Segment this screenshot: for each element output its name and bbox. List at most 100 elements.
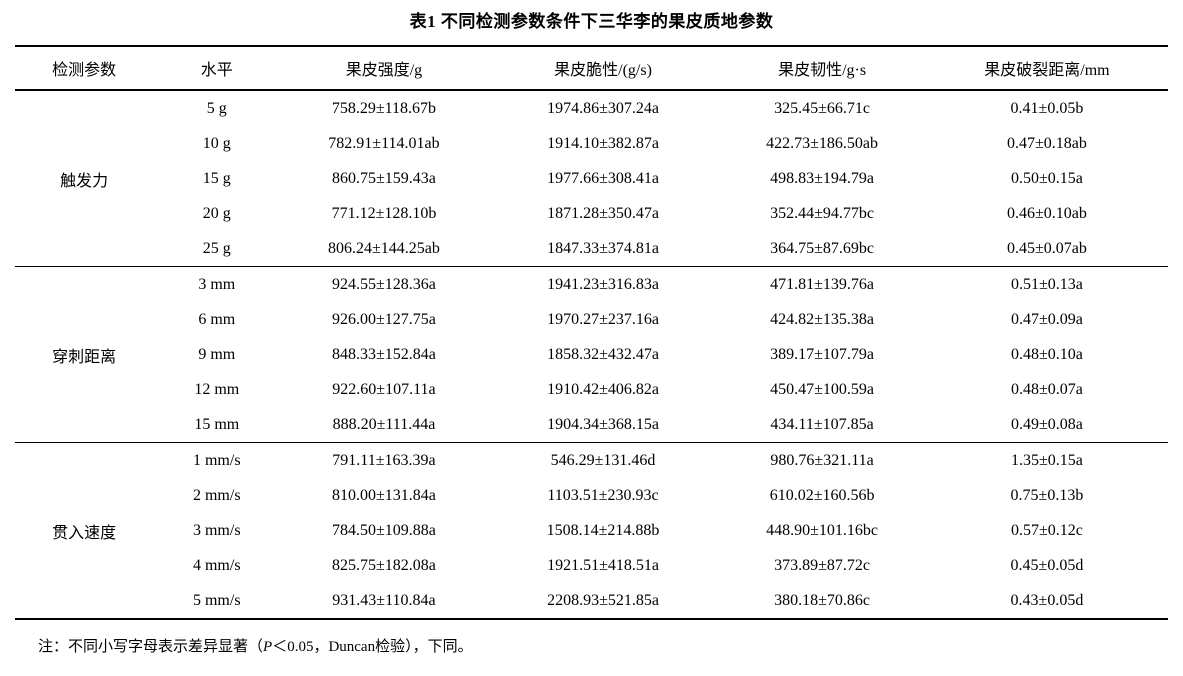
table-row: 穿刺距离 3 mm 924.55±128.36a 1941.23±316.83a… (15, 266, 1168, 443)
cell-skin-toughness: 373.89±87.72c (774, 556, 871, 574)
cell-skin-toughness: 325.45±66.71c (774, 99, 871, 117)
cell-skin-strength: 931.43±110.84a (332, 591, 436, 609)
cell-skin-rupture-distance: 0.75±0.13b (1010, 486, 1084, 504)
cell-skin-strength: 758.29±118.67b (331, 99, 437, 117)
cell-skin-toughness: 471.81±139.76a (718, 266, 926, 302)
cell-skin-rupture-distance: 0.46±0.10ab (1006, 204, 1087, 222)
table-row: 15 g 860.75±159.43a 1977.66±308.41a 498.… (15, 161, 1168, 196)
cell-skin-toughness: 980.76±321.11a (718, 442, 926, 478)
cell-skin-brittleness: 1910.42±406.82a (547, 380, 659, 398)
header-skin-rupture-distance: 果皮破裂距离/mm (925, 46, 1168, 91)
cell-skin-strength: 860.75±159.43a (332, 169, 436, 187)
group-label-trigger-force: 触发力 (60, 172, 109, 190)
cell-skin-brittleness: 1941.23±316.83a (487, 266, 719, 302)
cell-skin-brittleness: 1974.86±307.24a (547, 99, 659, 117)
footnote-text-after: ＜0.05，Duncan检验），下同。 (272, 639, 473, 655)
table-row: 2 mm/s 810.00±131.84a 1103.51±230.93c 61… (15, 478, 1168, 513)
cell-skin-toughness: 434.11±107.85a (770, 415, 874, 433)
cell-level: 5 g (206, 99, 227, 117)
cell-skin-rupture-distance: 0.48±0.10a (1010, 345, 1083, 363)
cell-level: 12 mm (194, 380, 240, 398)
cell-level: 1 mm/s (153, 442, 281, 478)
table-body: 触发力 5 g 758.29±118.67b 1974.86±307.24a 3… (15, 90, 1168, 619)
cell-skin-strength: 888.20±111.44a (332, 415, 436, 433)
table-row: 触发力 5 g 758.29±118.67b 1974.86±307.24a 3… (15, 90, 1168, 190)
cell-skin-toughness: 364.75±87.69bc (770, 239, 875, 257)
cell-skin-toughness: 380.18±70.86c (774, 591, 871, 609)
cell-level: 15 g (202, 169, 231, 187)
cell-level: 10 g (202, 134, 231, 152)
cell-level: 3 mm (153, 266, 281, 302)
cell-skin-brittleness: 1871.28±350.47a (547, 204, 659, 222)
cell-skin-rupture-distance: 0.41±0.05b (1010, 99, 1084, 117)
cell-skin-toughness: 610.02±160.56b (769, 486, 875, 504)
cell-skin-strength: 782.91±114.01ab (328, 134, 440, 152)
cell-skin-toughness: 450.47±100.59a (770, 380, 875, 398)
cell-skin-brittleness: 546.29±131.46d (487, 442, 719, 478)
cell-skin-rupture-distance: 0.47±0.18ab (1006, 134, 1087, 152)
table-row: 4 mm/s 825.75±182.08a 1921.51±418.51a 37… (15, 548, 1168, 583)
header-level: 水平 (153, 46, 281, 91)
cell-skin-brittleness: 1970.27±237.16a (547, 310, 659, 328)
cell-skin-strength: 791.11±163.39a (280, 442, 488, 478)
cell-level: 6 mm (198, 310, 236, 328)
cell-skin-strength: 771.12±128.10b (331, 204, 437, 222)
cell-skin-toughness: 448.90±101.16bc (766, 521, 879, 539)
table-row: 20 g 771.12±128.10b 1871.28±350.47a 352.… (15, 196, 1168, 231)
cell-skin-rupture-distance: 1.35±0.15a (925, 442, 1168, 478)
cell-skin-toughness: 424.82±135.38a (770, 310, 875, 328)
data-table: 检测参数 水平 果皮强度/g 果皮脆性/(g/s) 果皮韧性/g·s 果皮破裂距… (15, 45, 1168, 620)
cell-level: 9 mm (198, 345, 236, 363)
cell-skin-rupture-distance: 0.45±0.05d (1010, 556, 1084, 574)
header-skin-brittleness: 果皮脆性/(g/s) (487, 46, 719, 91)
cell-skin-rupture-distance: 0.49±0.08a (1010, 415, 1083, 433)
cell-skin-strength: 926.00±127.75a (332, 310, 436, 328)
cell-level: 5 mm/s (192, 591, 241, 609)
cell-skin-toughness: 389.17±107.79a (770, 345, 875, 363)
cell-skin-strength: 924.55±128.36a (280, 266, 488, 302)
footnote-text-before: 注：不同小写字母表示差异显著（ (38, 639, 264, 655)
cell-skin-rupture-distance: 0.51±0.13a (925, 266, 1168, 302)
table-row: 9 mm 848.33±152.84a 1858.32±432.47a 389.… (15, 337, 1168, 372)
table-footnote: 注：不同小写字母表示差异显著（P＜0.05，Duncan检验），下同。 (38, 635, 1183, 656)
header-skin-strength: 果皮强度/g (280, 46, 488, 91)
cell-skin-rupture-distance: 0.48±0.07a (1010, 380, 1083, 398)
table-row: 5 mm/s 931.43±110.84a 2208.93±521.85a 38… (15, 583, 1168, 619)
header-skin-toughness: 果皮韧性/g·s (718, 46, 926, 91)
cell-skin-rupture-distance: 0.43±0.05d (1010, 591, 1084, 609)
cell-skin-brittleness: 1977.66±308.41a (547, 169, 659, 187)
group-label-puncture-distance: 穿刺距离 (15, 266, 154, 443)
table-row: 12 mm 922.60±107.11a 1910.42±406.82a 450… (15, 372, 1168, 407)
cell-skin-brittleness: 1904.34±368.15a (547, 415, 659, 433)
table-row: 25 g 806.24±144.25ab 1847.33±374.81a 364… (15, 231, 1168, 267)
cell-skin-toughness: 498.83±194.79a (770, 169, 875, 187)
cell-skin-strength: 922.60±107.11a (332, 380, 436, 398)
cell-level: 25 g (202, 239, 231, 257)
table-row: 3 mm/s 784.50±109.88a 1508.14±214.88b 44… (15, 513, 1168, 548)
header-detection-parameter: 检测参数 (15, 46, 154, 91)
table-row: 6 mm 926.00±127.75a 1970.27±237.16a 424.… (15, 302, 1168, 337)
cell-skin-brittleness: 1858.32±432.47a (547, 345, 659, 363)
cell-skin-toughness: 352.44±94.77bc (770, 204, 875, 222)
cell-level: 15 mm (194, 415, 240, 433)
cell-level: 2 mm/s (192, 486, 241, 504)
cell-skin-strength: 806.24±144.25ab (328, 239, 440, 257)
cell-skin-strength: 825.75±182.08a (332, 556, 436, 574)
cell-skin-strength: 784.50±109.88a (332, 521, 436, 539)
cell-skin-brittleness: 1921.51±418.51a (547, 556, 659, 574)
group-label-penetration-speed: 贯入速度 (15, 442, 154, 619)
cell-skin-rupture-distance: 0.47±0.09a (1010, 310, 1083, 328)
cell-skin-toughness: 422.73±186.50ab (766, 134, 879, 152)
table-row: 15 mm 888.20±111.44a 1904.34±368.15a 434… (15, 407, 1168, 443)
cell-skin-brittleness: 2208.93±521.85a (547, 591, 659, 609)
cell-skin-brittleness: 1914.10±382.87a (547, 134, 659, 152)
table-row: 10 g 782.91±114.01ab 1914.10±382.87a 422… (15, 126, 1168, 161)
table-header-row: 检测参数 水平 果皮强度/g 果皮脆性/(g/s) 果皮韧性/g·s 果皮破裂距… (15, 46, 1168, 91)
cell-level: 4 mm/s (192, 556, 241, 574)
cell-level: 20 g (202, 204, 231, 222)
table-row: 贯入速度 1 mm/s 791.11±163.39a 546.29±131.46… (15, 442, 1168, 619)
cell-skin-strength: 810.00±131.84a (332, 486, 436, 504)
cell-skin-strength: 848.33±152.84a (332, 345, 436, 363)
cell-skin-brittleness: 1847.33±374.81a (547, 239, 659, 257)
